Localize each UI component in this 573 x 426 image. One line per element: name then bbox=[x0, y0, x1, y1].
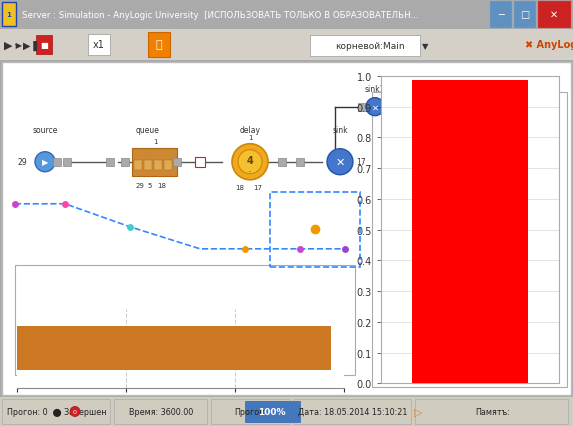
Text: queue: queue bbox=[136, 125, 160, 134]
Bar bbox=[278, 158, 286, 166]
Text: 29: 29 bbox=[17, 158, 27, 167]
Bar bbox=[310, 36, 420, 57]
Text: ▷: ▷ bbox=[414, 406, 422, 417]
Bar bbox=[2, 3, 16, 27]
Bar bbox=[538, 2, 571, 29]
Bar bbox=[245, 401, 300, 422]
Bar bbox=[195, 157, 205, 167]
Text: 100%: 100% bbox=[258, 407, 286, 416]
Text: ▶▐: ▶▐ bbox=[22, 40, 37, 50]
Text: 18: 18 bbox=[236, 184, 245, 190]
Text: .: . bbox=[248, 163, 252, 173]
Bar bbox=[15, 265, 355, 375]
Text: ▶: ▶ bbox=[4, 40, 12, 50]
Circle shape bbox=[232, 144, 268, 180]
Bar bbox=[211, 399, 289, 424]
Text: 4: 4 bbox=[246, 155, 253, 165]
Text: delay: delay bbox=[240, 125, 261, 134]
Text: ✖ AnyLogic: ✖ AnyLogic bbox=[525, 40, 573, 50]
Text: ─: ─ bbox=[498, 10, 504, 20]
Bar bbox=[144, 160, 152, 170]
Bar bbox=[63, 158, 71, 166]
Bar bbox=[114, 399, 207, 424]
Bar bbox=[164, 160, 172, 170]
Text: x1: x1 bbox=[93, 40, 105, 50]
Bar bbox=[514, 2, 536, 29]
Text: Server : Simulation - AnyLogic University  [ИСПОЛЬЗОВАТЬ ТОЛЬКО В ОБРАЗОВАТЕЛЬН.: Server : Simulation - AnyLogic Universit… bbox=[22, 11, 418, 20]
Bar bbox=[358, 104, 366, 112]
Text: 0: 0 bbox=[73, 409, 77, 414]
Bar bbox=[88, 35, 110, 55]
Bar bbox=[132, 148, 177, 176]
Text: 18: 18 bbox=[158, 182, 167, 188]
Text: 17: 17 bbox=[356, 158, 366, 167]
Bar bbox=[270, 192, 360, 267]
Text: sink: sink bbox=[332, 125, 348, 134]
Text: Время: 3600.00: Время: 3600.00 bbox=[129, 407, 194, 416]
Circle shape bbox=[70, 406, 80, 417]
Bar bbox=[148, 33, 170, 58]
Text: ■: ■ bbox=[40, 41, 48, 50]
Bar bbox=[106, 158, 114, 166]
Bar bbox=[412, 81, 528, 383]
Text: Прогон: 0  ⬤ Завершен: Прогон: 0 ⬤ Завершен bbox=[7, 407, 107, 416]
Text: ✕: ✕ bbox=[550, 10, 558, 20]
Bar bbox=[415, 399, 568, 424]
Circle shape bbox=[366, 98, 384, 116]
Bar bbox=[154, 160, 162, 170]
Text: 29: 29 bbox=[136, 182, 144, 188]
Text: 1: 1 bbox=[248, 134, 252, 141]
Text: sink1: sink1 bbox=[365, 84, 385, 93]
Text: ▼: ▼ bbox=[422, 42, 428, 51]
Text: ▶: ▶ bbox=[42, 158, 48, 167]
Text: 17: 17 bbox=[253, 184, 262, 190]
Text: корневой:Main: корневой:Main bbox=[335, 42, 405, 51]
Bar bbox=[173, 158, 181, 166]
Text: 8: 8 bbox=[386, 104, 391, 110]
Text: 1: 1 bbox=[153, 138, 157, 144]
Circle shape bbox=[238, 150, 262, 174]
Bar bbox=[53, 158, 61, 166]
Bar bbox=[293, 399, 411, 424]
Text: ✕: ✕ bbox=[335, 157, 345, 167]
Text: 1: 1 bbox=[6, 12, 11, 18]
Text: source: source bbox=[32, 125, 58, 134]
Text: Памятъ:: Памятъ: bbox=[475, 407, 510, 416]
Text: □: □ bbox=[520, 10, 529, 20]
Bar bbox=[2, 399, 110, 424]
Text: ⏸: ⏸ bbox=[156, 40, 162, 50]
Legend: SERVER utilization: 0.985: SERVER utilization: 0.985 bbox=[401, 397, 539, 413]
Bar bbox=[296, 158, 304, 166]
Bar bbox=[121, 158, 129, 166]
Bar bbox=[490, 2, 512, 29]
Bar bbox=[36, 36, 52, 55]
Bar bbox=[134, 160, 142, 170]
Bar bbox=[17, 327, 331, 370]
Bar bbox=[372, 92, 567, 387]
Circle shape bbox=[35, 153, 55, 173]
Circle shape bbox=[327, 150, 353, 176]
Text: Дата: 18.05.2014 15:10:21: Дата: 18.05.2014 15:10:21 bbox=[299, 407, 407, 416]
Text: Прогон:: Прогон: bbox=[234, 407, 268, 416]
Text: ✕: ✕ bbox=[371, 103, 379, 112]
Text: 5: 5 bbox=[148, 182, 152, 188]
Text: ·▶: ·▶ bbox=[13, 41, 22, 50]
Legend: Queue length: 2.883: Queue length: 2.883 bbox=[113, 423, 248, 426]
